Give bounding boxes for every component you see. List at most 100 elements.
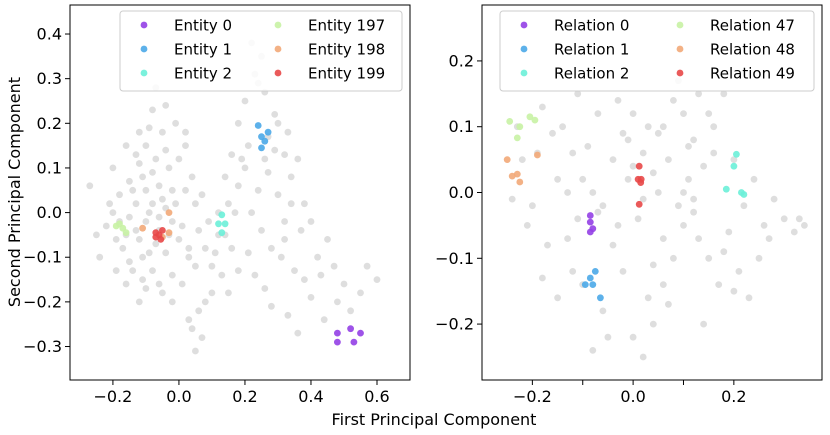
entity-0-point [347, 325, 354, 333]
background-point [139, 276, 147, 283]
background-point [159, 289, 166, 297]
background-point [564, 235, 571, 243]
background-point [228, 244, 236, 252]
background-point [201, 298, 209, 306]
background-point [680, 110, 687, 117]
background-point [135, 128, 143, 136]
background-point [271, 111, 279, 118]
background-point [241, 164, 249, 172]
background-point [225, 289, 232, 297]
background-point [139, 173, 147, 181]
background-point [508, 195, 516, 203]
entity-1-point [254, 122, 262, 129]
background-point [109, 209, 117, 217]
background-point [261, 155, 269, 163]
entity-198-point [165, 209, 173, 217]
relation-2-point [730, 162, 738, 170]
entity-1-point [258, 144, 265, 152]
background-point [135, 298, 143, 306]
y-ticks: −0.2 −0.1 0.0 0.1 0.2 [435, 51, 482, 334]
background-point [680, 222, 687, 229]
background-point [145, 124, 153, 132]
relation-49-point [635, 200, 643, 208]
background-point [569, 268, 577, 275]
legend-label-relation-49: Relation 49 [710, 65, 795, 83]
background-point [665, 156, 672, 164]
legend-label-entity-198: Entity 198 [308, 41, 385, 59]
background-point [159, 195, 166, 203]
background-point [86, 182, 94, 190]
background-point [129, 267, 137, 274]
background-point [142, 142, 150, 150]
background-point [659, 281, 667, 288]
background-point [119, 244, 127, 252]
background-point [320, 316, 328, 324]
background-point [185, 316, 193, 324]
background-point [135, 236, 143, 243]
entity-1-point [261, 137, 269, 145]
y-tick-label: −0.2 [23, 292, 62, 311]
background-point [670, 97, 677, 104]
relation-0-point [586, 228, 594, 236]
background-point [518, 156, 526, 164]
legend-label-entity-0: Entity 0 [174, 17, 232, 35]
legend-marker-relation-48 [676, 45, 684, 53]
legend-marker-relation-47 [676, 21, 684, 29]
background-point [639, 353, 647, 361]
y-tick-label: 0.3 [37, 69, 62, 88]
background-point [291, 267, 298, 274]
background-point [599, 307, 607, 315]
legend-marker-relation-1 [520, 45, 528, 53]
background-point [244, 142, 252, 150]
background-point [145, 209, 153, 217]
background-point [705, 254, 713, 262]
relation-47-point [526, 113, 534, 121]
background-point [149, 106, 156, 114]
background-point [760, 222, 768, 229]
x-tick-label: 0.0 [620, 387, 645, 406]
background-point [589, 347, 597, 354]
background-point [155, 213, 163, 221]
background-point [294, 329, 302, 337]
relation-2-point [722, 185, 730, 193]
entity-198-point [139, 224, 147, 232]
background-point [168, 186, 176, 194]
background-point [670, 254, 677, 262]
background-point [294, 155, 302, 163]
background-point [188, 173, 196, 181]
relation-1-point [586, 274, 594, 282]
background-point [106, 200, 113, 208]
background-point [175, 155, 183, 163]
background-point [264, 169, 272, 176]
background-point [149, 267, 156, 274]
x-tick-label: −0.2 [513, 387, 552, 406]
background-point [619, 129, 627, 137]
background-point [155, 280, 163, 288]
background-point [314, 253, 321, 261]
background-point [334, 298, 341, 306]
relation-47-point [513, 134, 521, 142]
legend-label-relation-0: Relation 0 [554, 17, 629, 35]
background-point [539, 103, 546, 111]
background-point [297, 227, 305, 234]
background-point [162, 146, 170, 154]
background-point [145, 249, 153, 257]
background-point [569, 149, 577, 157]
y-tick-label: 0.0 [449, 183, 474, 202]
highlighted-points [112, 122, 364, 346]
relation-48-point [513, 170, 521, 178]
entity-0-point [357, 329, 364, 337]
background-point [221, 173, 229, 181]
background-point [373, 276, 381, 283]
background-point [614, 222, 622, 229]
relation-1-point [597, 294, 604, 302]
x-tick-label: 0.2 [721, 387, 746, 406]
background-point [715, 281, 723, 288]
background-point [168, 271, 176, 279]
background-point [135, 160, 143, 167]
y-tick-label: 0.1 [449, 117, 474, 136]
y-tick-label: −0.1 [23, 248, 62, 267]
background-point [234, 182, 242, 190]
entity-0-point [334, 329, 341, 337]
highlighted-points [503, 113, 748, 302]
